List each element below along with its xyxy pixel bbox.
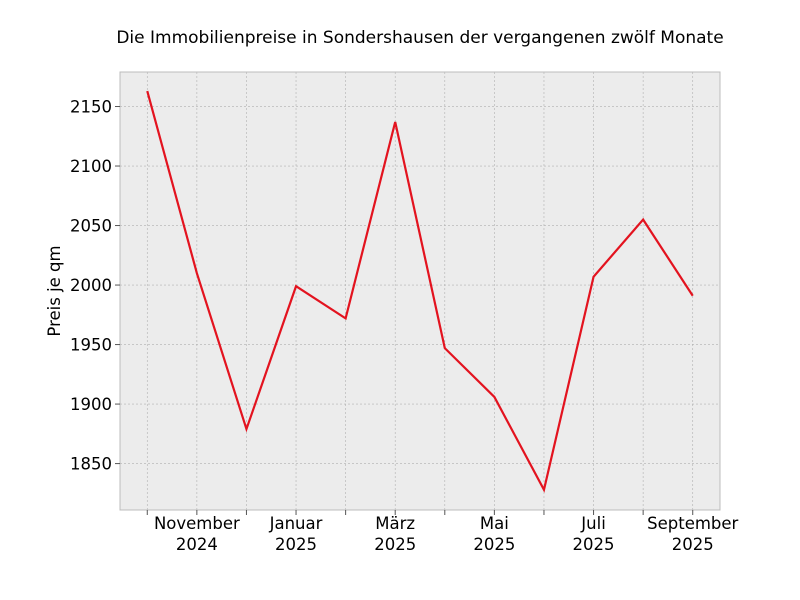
x-tick-label-year: 2024 [176,535,218,554]
x-tick-label-month: Januar [269,514,323,533]
y-axis-label: Preis je qm [45,245,64,336]
x-tick-label-month: November [154,514,240,533]
series-line [146,90,694,493]
x-tick-label-month: Mai [480,514,509,533]
series-layer [146,90,694,493]
x-tick-label-month: März [375,514,415,533]
y-tick-label: 2100 [70,157,112,176]
plot-frame [119,71,721,511]
x-axis: November 2024 Januar 2025 März 2025 Mai 2025 Jul… [146,510,739,554]
x-tick-label-month: Juli [580,514,606,533]
x-tick-label-month: September [647,514,738,533]
x-tick-label-year: 2025 [672,535,714,554]
y-axis: 1850 1900 1950 2000 2050 2100 2150 [70,98,120,474]
y-tick-label: 2050 [70,217,112,236]
x-tick-label-year: 2025 [573,535,615,554]
x-tick-label-year: 2025 [374,535,416,554]
chart-title: Die Immobilienpreise in Sondershausen de… [116,28,723,48]
plot-area [120,72,720,510]
y-tick-label: 1850 [70,455,112,474]
x-tick-label-year: 2025 [473,535,515,554]
y-tick-label: 2150 [70,98,112,117]
y-tick-label: 1950 [70,336,112,355]
y-tick-label: 1900 [70,395,112,414]
x-tick-label-year: 2025 [275,535,317,554]
y-tick-label: 2000 [70,276,112,295]
